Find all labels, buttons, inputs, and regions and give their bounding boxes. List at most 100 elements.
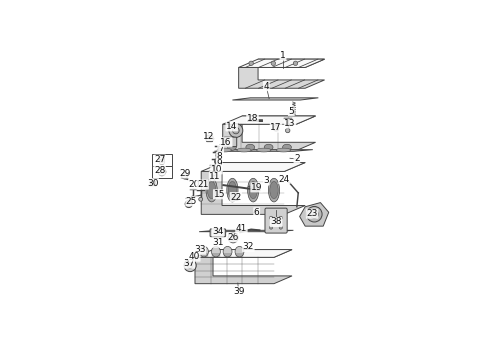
Circle shape: [293, 61, 298, 66]
Circle shape: [216, 153, 220, 157]
Text: 11: 11: [209, 172, 221, 181]
Polygon shape: [232, 98, 318, 100]
FancyBboxPatch shape: [152, 166, 172, 177]
Text: 6: 6: [254, 208, 260, 217]
Text: 10: 10: [211, 165, 222, 174]
Circle shape: [182, 173, 188, 179]
Text: 31: 31: [212, 238, 223, 247]
Text: 1: 1: [280, 51, 286, 60]
Ellipse shape: [227, 144, 236, 150]
Ellipse shape: [228, 181, 237, 199]
Text: 29: 29: [179, 169, 190, 178]
Polygon shape: [201, 162, 305, 214]
Polygon shape: [223, 116, 316, 124]
Circle shape: [233, 127, 239, 134]
Circle shape: [273, 126, 279, 131]
Ellipse shape: [212, 246, 220, 257]
Circle shape: [229, 123, 243, 138]
Ellipse shape: [276, 148, 291, 152]
Text: 22: 22: [230, 193, 242, 202]
Text: 25: 25: [186, 197, 197, 206]
Text: 30: 30: [147, 179, 158, 188]
Text: 16: 16: [220, 138, 232, 147]
Circle shape: [249, 61, 253, 66]
Circle shape: [184, 260, 196, 271]
Ellipse shape: [207, 181, 216, 199]
Text: 33: 33: [194, 245, 206, 254]
Ellipse shape: [199, 246, 208, 257]
FancyBboxPatch shape: [210, 229, 225, 237]
Circle shape: [160, 170, 164, 174]
Ellipse shape: [264, 144, 273, 150]
Polygon shape: [223, 116, 316, 150]
Circle shape: [271, 61, 275, 66]
Text: 38: 38: [270, 217, 282, 226]
Text: 21: 21: [197, 180, 208, 189]
Text: 12: 12: [202, 131, 214, 140]
Text: 5: 5: [289, 107, 294, 116]
Circle shape: [286, 128, 290, 133]
Circle shape: [270, 226, 273, 229]
Text: 39: 39: [233, 287, 245, 296]
Ellipse shape: [227, 178, 238, 202]
Ellipse shape: [237, 148, 251, 152]
Text: 17: 17: [270, 123, 282, 132]
Ellipse shape: [223, 246, 232, 257]
Circle shape: [212, 172, 216, 176]
Polygon shape: [239, 59, 324, 88]
Ellipse shape: [246, 144, 255, 150]
Circle shape: [279, 216, 282, 220]
Ellipse shape: [269, 178, 280, 202]
Polygon shape: [195, 249, 292, 284]
Ellipse shape: [235, 246, 244, 257]
Text: 41: 41: [236, 224, 247, 233]
Circle shape: [234, 195, 240, 201]
Text: 13: 13: [284, 119, 295, 128]
Text: 26: 26: [227, 233, 239, 242]
FancyBboxPatch shape: [152, 154, 172, 166]
Text: 8: 8: [217, 152, 222, 161]
Polygon shape: [300, 203, 329, 226]
Text: 19: 19: [251, 183, 263, 192]
Text: 3: 3: [264, 176, 269, 185]
Ellipse shape: [249, 181, 257, 199]
Polygon shape: [199, 230, 294, 232]
Circle shape: [213, 166, 217, 170]
Circle shape: [279, 226, 282, 229]
Ellipse shape: [247, 178, 259, 202]
Polygon shape: [215, 150, 313, 151]
Text: 28: 28: [154, 166, 165, 175]
Text: 18: 18: [247, 113, 258, 122]
Polygon shape: [205, 135, 214, 141]
Text: 27: 27: [154, 155, 165, 164]
Ellipse shape: [217, 148, 231, 152]
Circle shape: [307, 207, 322, 222]
Circle shape: [187, 263, 193, 268]
Text: 23: 23: [306, 209, 318, 218]
Polygon shape: [201, 162, 305, 171]
Text: 7: 7: [218, 144, 223, 153]
Text: 24: 24: [279, 175, 290, 184]
Ellipse shape: [206, 178, 217, 202]
Polygon shape: [195, 249, 292, 257]
Text: 40: 40: [189, 252, 200, 261]
Text: 4: 4: [264, 82, 269, 91]
Ellipse shape: [283, 144, 292, 150]
Text: 37: 37: [183, 259, 195, 268]
FancyBboxPatch shape: [265, 208, 287, 233]
Circle shape: [215, 159, 219, 163]
Text: 20: 20: [189, 180, 200, 189]
Text: 9: 9: [217, 159, 222, 168]
Text: 14: 14: [226, 122, 238, 131]
Text: 32: 32: [243, 242, 254, 251]
Circle shape: [310, 210, 318, 219]
Ellipse shape: [270, 181, 278, 199]
Circle shape: [191, 196, 195, 200]
Polygon shape: [239, 59, 324, 67]
Circle shape: [210, 178, 214, 182]
FancyBboxPatch shape: [224, 137, 237, 147]
Text: 15: 15: [214, 190, 225, 199]
Ellipse shape: [257, 148, 271, 152]
Text: 2: 2: [294, 154, 300, 163]
Circle shape: [199, 197, 203, 201]
